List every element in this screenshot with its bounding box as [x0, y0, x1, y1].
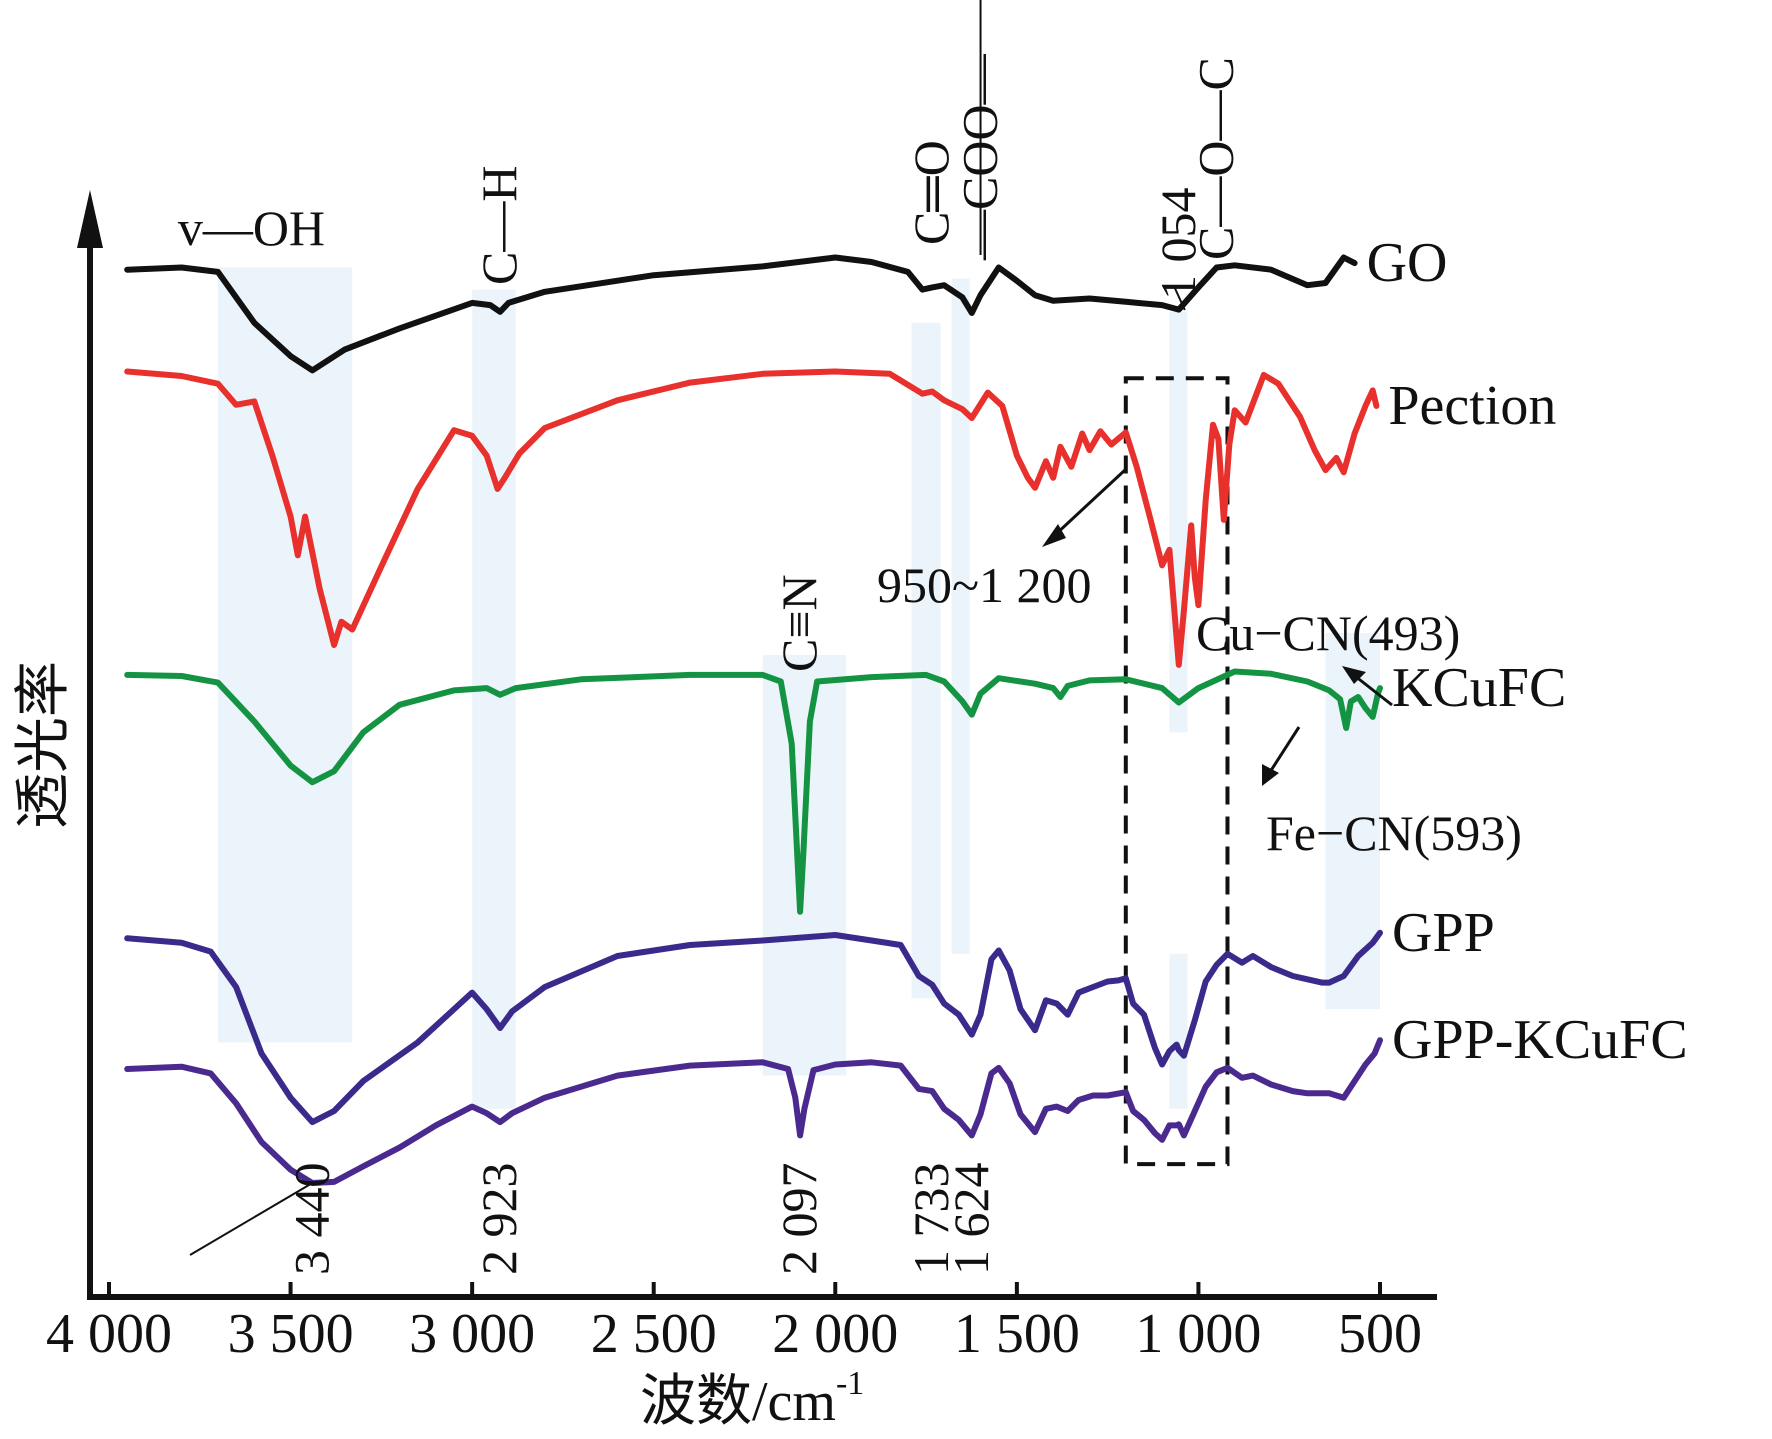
peak-label-3-440: 3 440 — [283, 1163, 339, 1276]
band-label-c-h: C—H — [471, 166, 527, 285]
series-group: GO Pection KCuFC GPP GPP-KCuFC — [124, 232, 1688, 1186]
series-line-gpp-kcufc — [124, 1037, 1383, 1186]
x-tick-label-3000: 3 000 — [409, 1303, 535, 1365]
shaded-band-6 — [1169, 953, 1188, 1109]
shaded-bands — [217, 267, 1380, 1109]
peak-label-2-097: 2 097 — [771, 1163, 827, 1276]
x-tick-label-1000: 1 000 — [1135, 1303, 1261, 1365]
shaded-band-3 — [911, 322, 941, 999]
band-label-v-oh: v—OH — [178, 200, 325, 256]
x-tick-label-1500: 1 500 — [954, 1303, 1080, 1365]
shaded-band-5 — [1169, 311, 1188, 733]
series-label-gpp-kcufc: GPP-KCuFC — [1392, 1009, 1688, 1071]
annotation-cu-cn: Cu−CN(493) — [1196, 605, 1460, 661]
dashed-region-box — [1123, 376, 1230, 1167]
peak-label-1-624: 1 624 — [943, 1163, 999, 1276]
series-label-pection: Pection — [1388, 375, 1556, 437]
x-tick-label-2500: 2 500 — [591, 1303, 717, 1365]
y-axis-title: 透光率 — [13, 661, 75, 829]
dashed-box-group — [1123, 376, 1230, 1167]
x-tick-label-4000: 4 000 — [46, 1303, 172, 1365]
x-axis-title-superscript: -1 — [836, 1365, 864, 1402]
annotation-cu-cn-arrow — [1354, 674, 1393, 707]
series-label-gpp: GPP — [1392, 902, 1495, 964]
x-tick-label-3500: 3 500 — [228, 1303, 354, 1365]
band-label-1-054: 1 054 — [1150, 188, 1206, 301]
annotation-cn-triple-bond: C≡N — [771, 574, 827, 672]
peak-label-1-733: 1 733 — [903, 1163, 959, 1276]
annotation-fe-cn: Fe−CN(593) — [1266, 805, 1522, 861]
peak-1054-leader-line — [1173, 287, 1186, 311]
axes — [77, 190, 1437, 1300]
peak-3440-leader-line — [189, 1182, 313, 1256]
series-label-kcufc: KCuFC — [1392, 657, 1566, 719]
x-tick-label-2000: 2 000 — [772, 1303, 898, 1365]
shaded-band-4 — [951, 278, 970, 954]
x-tick-label-500: 500 — [1338, 1303, 1422, 1365]
series-line-pection — [124, 368, 1380, 668]
arrow-head-icon — [1342, 666, 1366, 684]
arrow-head-icon — [1042, 524, 1066, 547]
y-axis-arrow-icon — [77, 190, 103, 248]
annotation-950-1200-arrow — [1053, 468, 1127, 537]
x-axis-title: 波数/cm-1 — [640, 1365, 864, 1433]
annotation-950-1200: 950~1 200 — [877, 557, 1092, 613]
peak-label-2-923: 2 923 — [471, 1163, 527, 1276]
series-line-go — [124, 254, 1358, 374]
shaded-band-0 — [217, 267, 353, 1043]
x-ticks: 4 000 3 500 3 000 2 500 2 000 1 500 1 000 500 — [46, 1282, 1422, 1365]
series-line-gpp — [124, 929, 1383, 1126]
shaded-band-1 — [472, 289, 516, 1109]
band-label-c-o: C═O — [903, 140, 959, 245]
annotation-fe-cn-arrow — [1268, 726, 1301, 773]
series-line-kcufc — [124, 668, 1383, 915]
series-label-go: GO — [1367, 232, 1448, 294]
arrow-head-icon — [1262, 764, 1279, 786]
band-label-c-o-c: C—O—C — [1188, 57, 1244, 260]
